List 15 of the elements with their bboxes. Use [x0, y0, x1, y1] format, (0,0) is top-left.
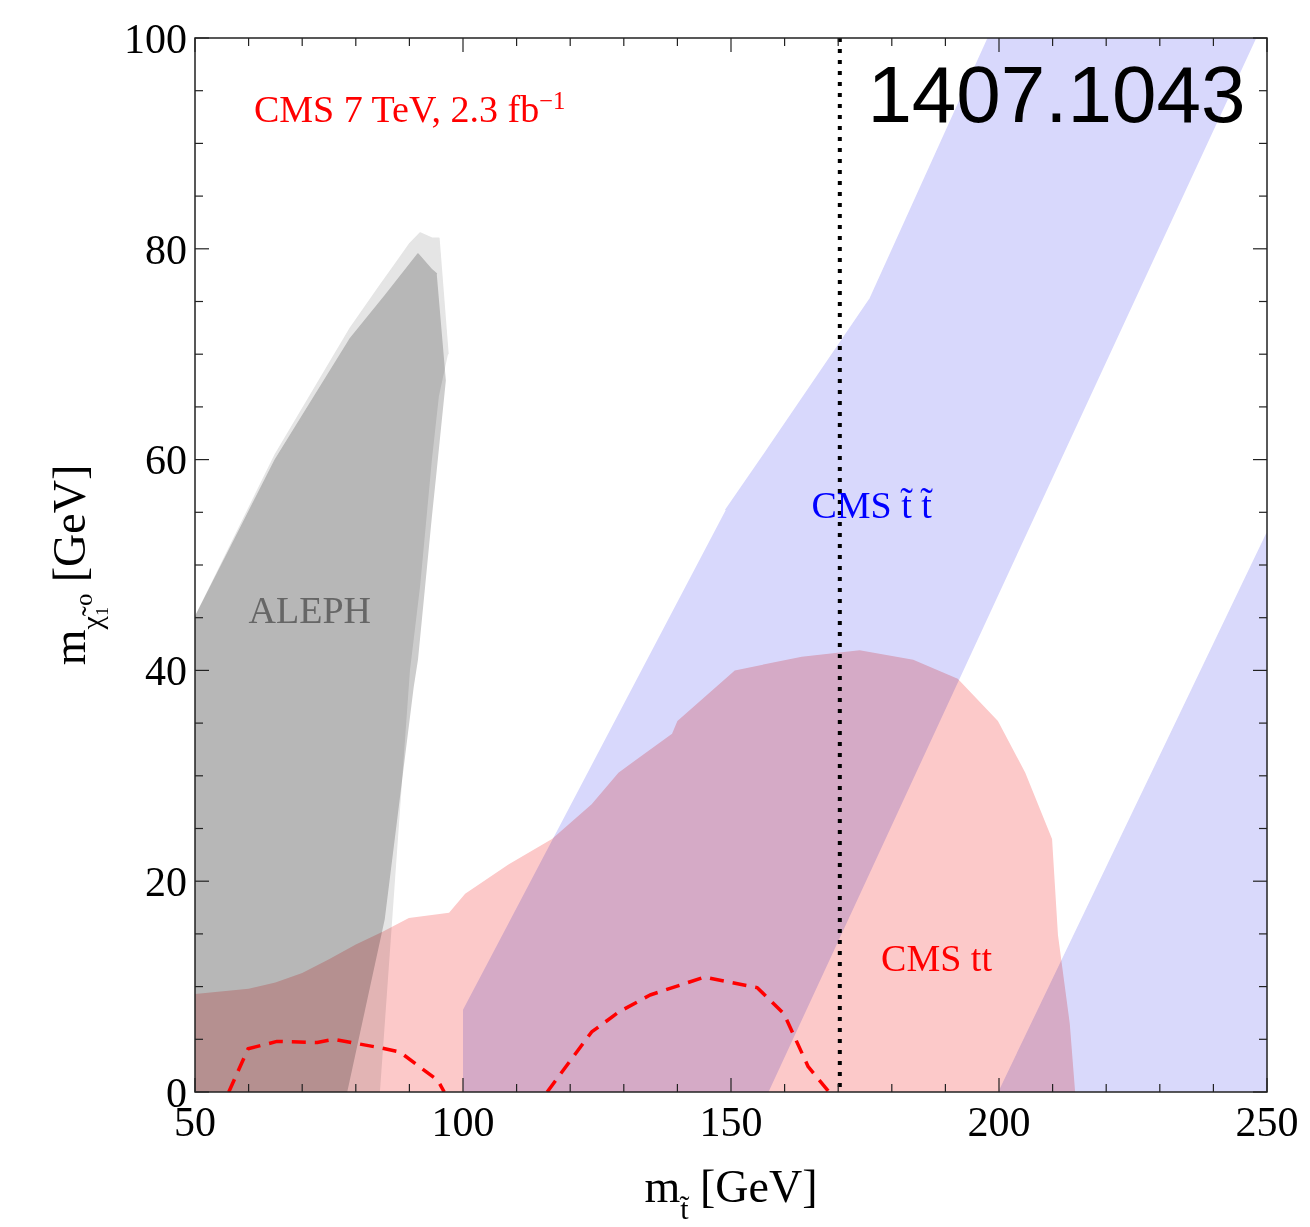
x-axis-title: m$_{t̃}$ [GeV]: [644, 1161, 818, 1225]
x-tick-label: 200: [967, 1099, 1031, 1145]
x-tick-label: 100: [431, 1099, 495, 1145]
y-tick-label: 100: [124, 15, 187, 62]
y-tick-label: 60: [145, 437, 187, 484]
annotation: ALEPH: [248, 588, 372, 631]
x-tick-label: 150: [699, 1099, 763, 1145]
y-tick-label: 80: [145, 226, 187, 273]
annotation: 1407.1043: [867, 50, 1246, 140]
annotation: CMS 7 TeV, 2.3 fb$^{−1}$: [253, 86, 566, 131]
annotation: CMS t̃ t̃: [811, 483, 934, 526]
y-tick-label: 40: [145, 648, 187, 695]
annotation: CMS tt: [881, 936, 993, 979]
x-tick-label: 250: [1235, 1099, 1299, 1145]
y-tick-label: 20: [145, 858, 187, 905]
